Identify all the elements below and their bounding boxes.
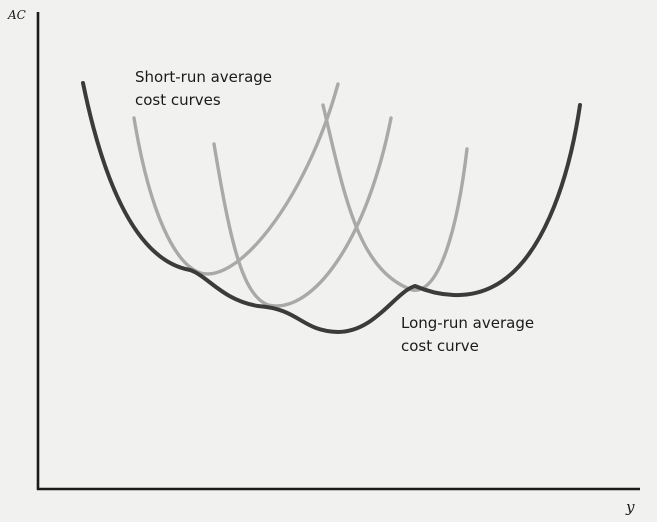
x-axis-label: y	[625, 498, 635, 516]
long-run-curve	[81, 81, 582, 334]
long-run-label-line-1: Long-run average	[401, 314, 534, 332]
short-run-curve-3	[321, 103, 469, 292]
y-axis-label: AC	[7, 8, 26, 22]
short-run-curve-2	[212, 116, 393, 308]
short-run-label-line-1: Short-run average	[135, 68, 272, 86]
short-run-label: Short-run average cost curves	[135, 68, 277, 109]
long-run-label: Long-run average cost curve	[401, 314, 539, 355]
long-run-label-line-2: cost curve	[401, 337, 479, 355]
short-run-curve-1	[132, 82, 340, 276]
short-run-label-line-2: cost curves	[135, 91, 221, 109]
